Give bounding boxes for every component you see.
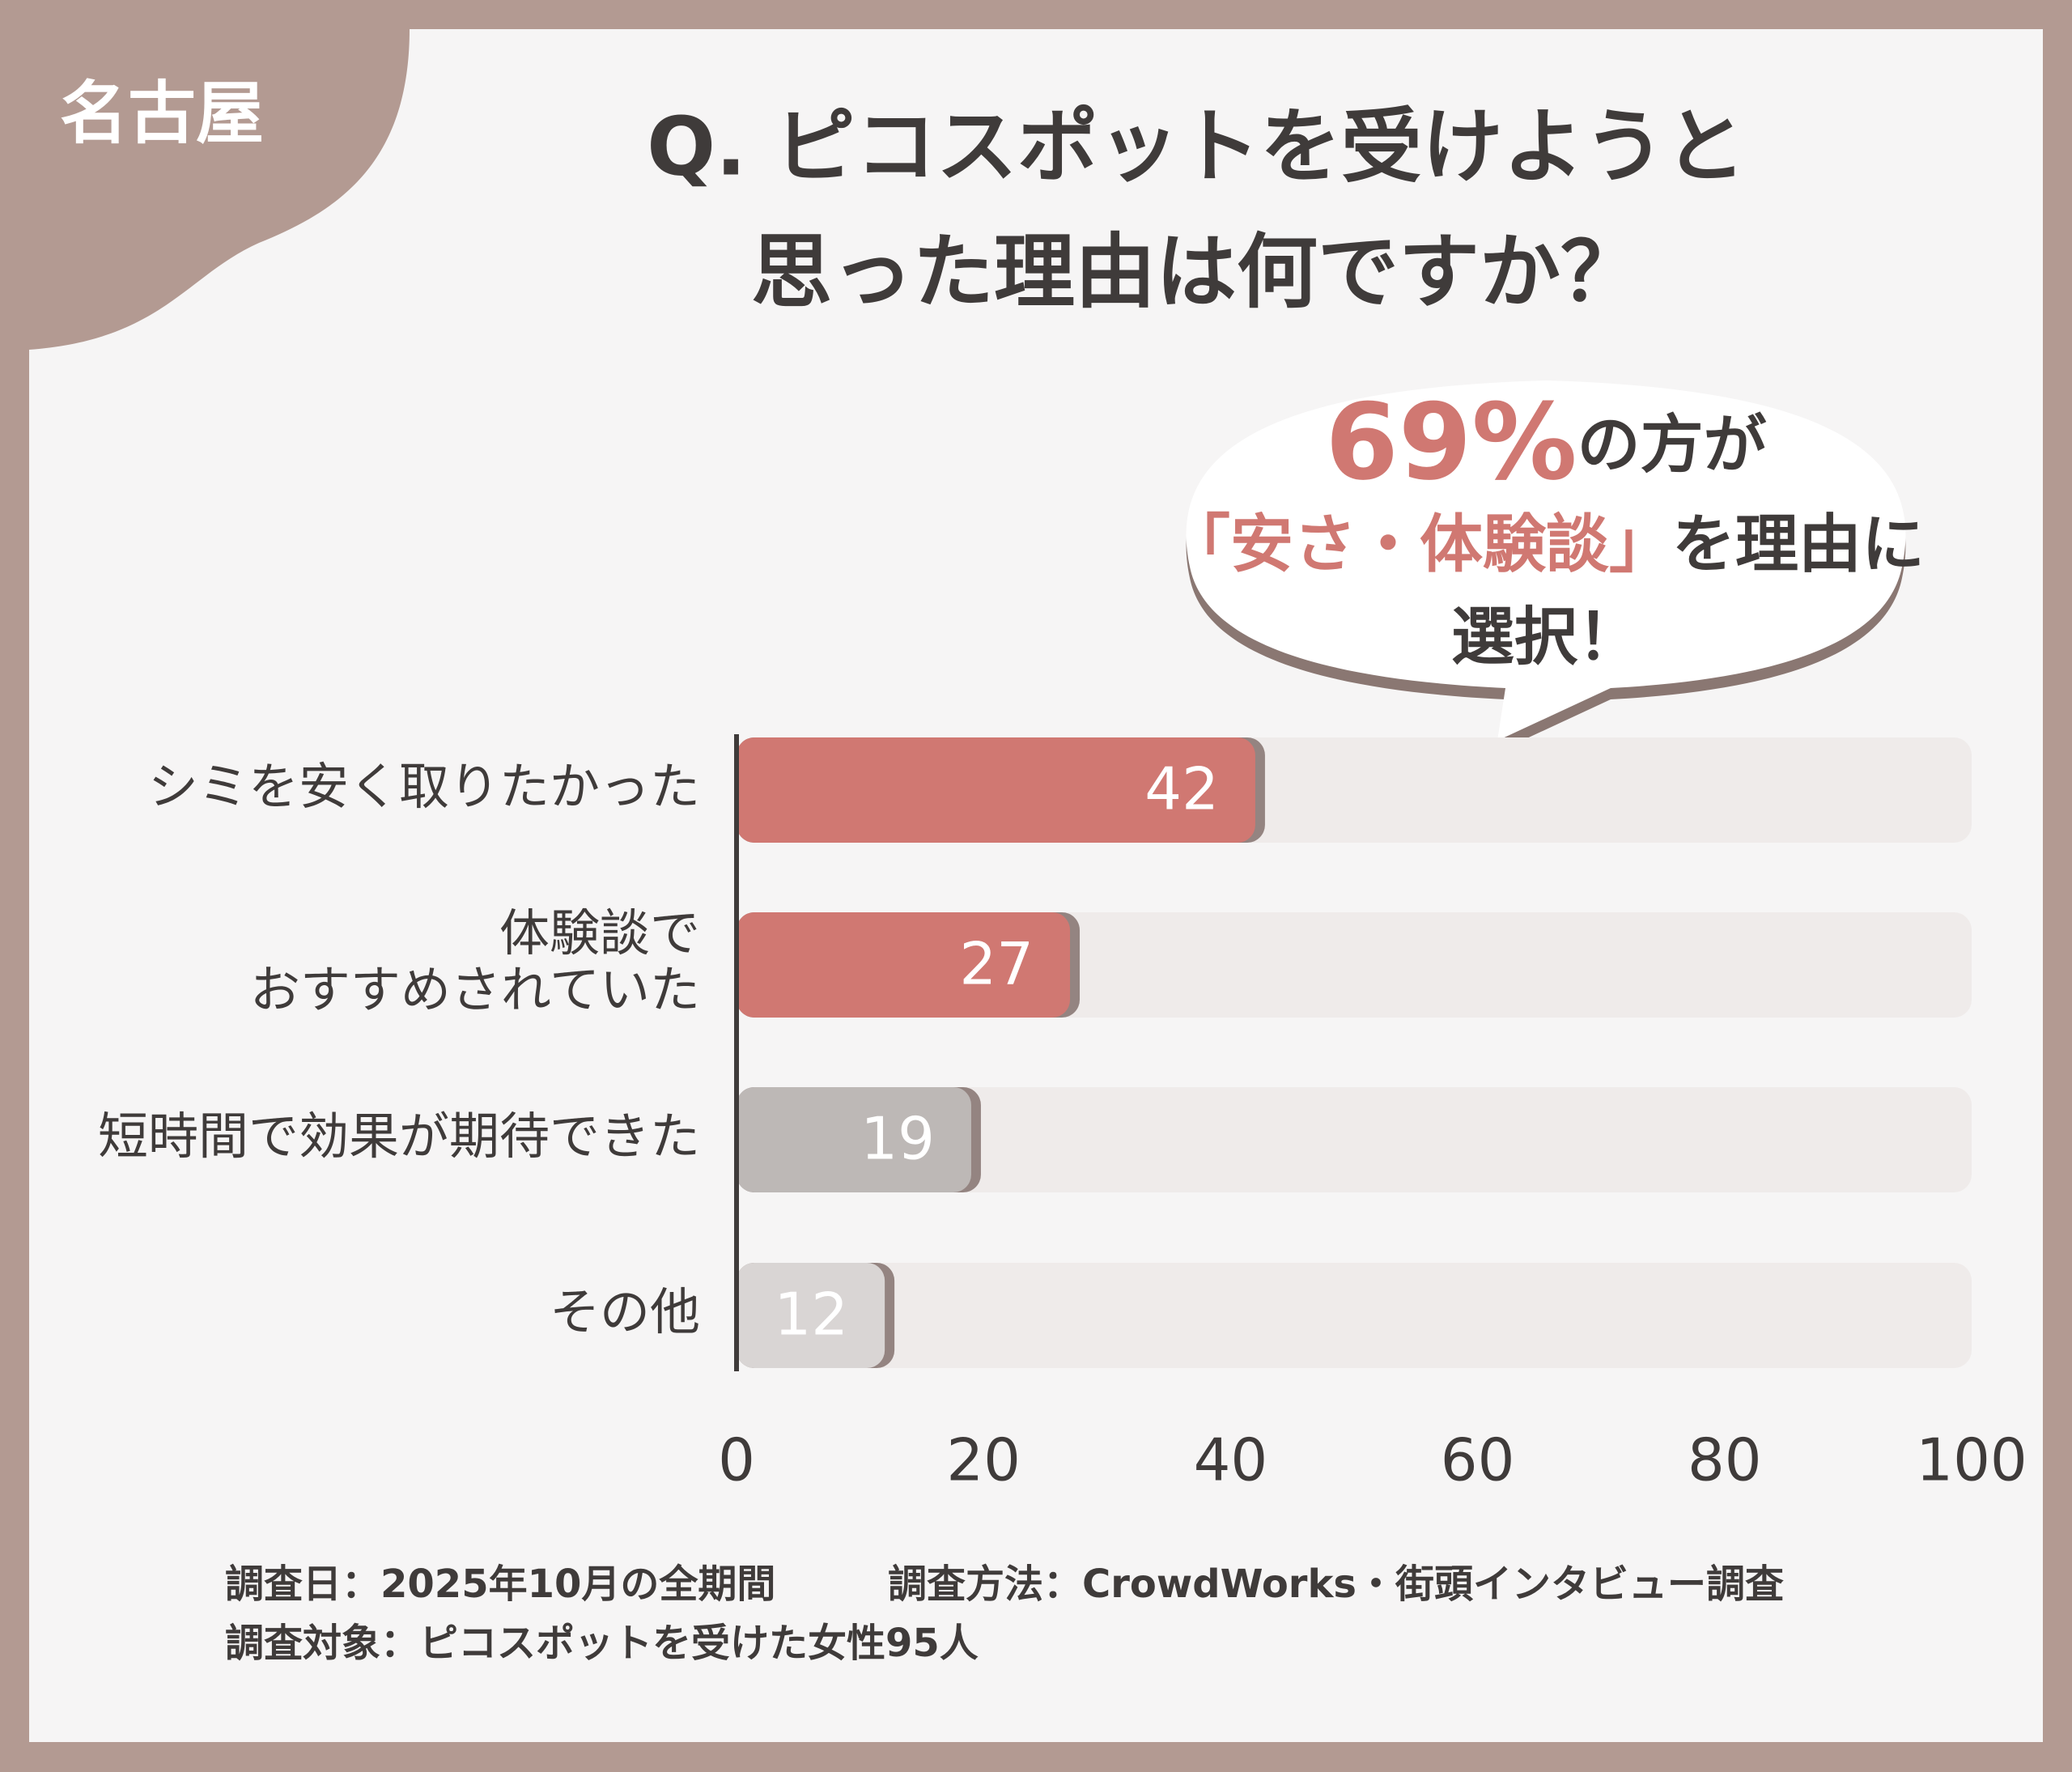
callout-line: 「安さ・体験談」を理由に [1167, 508, 1925, 581]
bar [737, 1087, 971, 1192]
callout-text: 選択！ [1451, 601, 1641, 674]
x-tick-label: 60 [1441, 1426, 1515, 1494]
panel [29, 29, 2043, 1742]
category-label: シミを安く取りたかった [148, 757, 700, 816]
value-label: 19 [860, 1105, 935, 1173]
x-tick-label: 100 [1916, 1426, 2027, 1494]
x-tick-label: 80 [1688, 1426, 1762, 1494]
bar [737, 737, 1255, 843]
footnote: 調査方法：CrowdWorks・街頭インタビュー調査 [888, 1562, 1784, 1607]
category-label: その他 [550, 1282, 700, 1341]
callout-text: の方が [1577, 409, 1767, 482]
bar [737, 1263, 885, 1368]
callout-text: を理由に [1672, 508, 1925, 581]
value-label: 27 [959, 930, 1034, 998]
callout-line: 69%の方が [1325, 380, 1766, 504]
category-label: 体験談でおすすめされていた [250, 903, 700, 1019]
x-tick-label: 0 [718, 1426, 755, 1494]
value-label: 12 [774, 1281, 848, 1349]
footnote: 調査対象：ピコスポットを受けた女性95人 [225, 1621, 979, 1666]
callout-emphasis: 「安さ・体験談」 [1167, 508, 1672, 581]
value-label: 42 [1144, 755, 1219, 823]
bar-track [737, 1263, 1972, 1368]
badge: 名古屋 [60, 74, 264, 153]
footnote: 調査日：2025年10月の全期間 [225, 1562, 775, 1607]
callout-highlight: 69% [1325, 380, 1577, 504]
chart-title: 思った理由は何ですか？ [751, 224, 1641, 319]
callout-bubble [1186, 380, 1906, 741]
bar-track [737, 1087, 1972, 1192]
chart-title: Q. ピコスポットを受けようと [647, 99, 1746, 193]
bar [737, 912, 1071, 1018]
x-tick-label: 20 [946, 1426, 1021, 1494]
x-tick-label: 40 [1194, 1426, 1268, 1494]
badge-shape [29, 29, 410, 350]
category-label: 短時間で効果が期待できた [98, 1107, 700, 1166]
